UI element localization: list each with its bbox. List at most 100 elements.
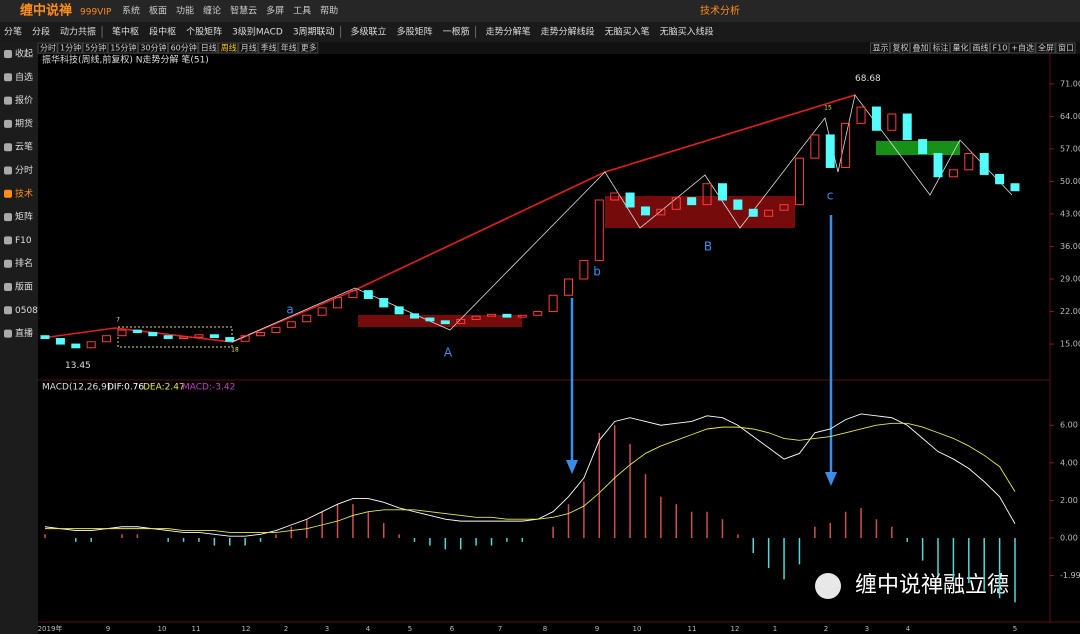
- candle: [363, 290, 373, 300]
- toolbar-button[interactable]: 无脑买入笔: [605, 26, 650, 38]
- hub-zone: [876, 141, 960, 155]
- period-tab-border: [218, 42, 239, 54]
- toolbar-button[interactable]: 个股矩阵: [186, 26, 222, 38]
- menu-item[interactable]: 板面: [149, 5, 167, 17]
- sidebar-icon[interactable]: [4, 306, 12, 315]
- toolbar-button[interactable]: 分段: [32, 26, 50, 38]
- tool-button[interactable]: 量化: [953, 43, 969, 53]
- menu-item[interactable]: 功能: [176, 5, 194, 17]
- candle: [425, 317, 435, 322]
- tool-button-border: [1035, 42, 1056, 54]
- period-tab[interactable]: 15分钟: [110, 43, 136, 53]
- candle: [317, 307, 327, 316]
- candle: [810, 134, 820, 159]
- candle: [194, 334, 204, 338]
- sidebar-item[interactable]: F10: [15, 236, 32, 246]
- tool-button-border: [890, 42, 911, 54]
- menu-item[interactable]: 多屏: [266, 5, 284, 17]
- period-bar: [0, 42, 1080, 54]
- sidebar-icon[interactable]: [4, 259, 12, 268]
- tool-button[interactable]: +自选: [1011, 43, 1034, 53]
- candle: [440, 320, 450, 325]
- sidebar-item[interactable]: 自选: [15, 71, 33, 83]
- tool-button[interactable]: F10: [993, 44, 1008, 53]
- dif-label: DIF:0.76: [107, 383, 144, 393]
- toolbar-button[interactable]: 动力共振: [60, 26, 96, 38]
- y-tick-label: 22.00: [1060, 307, 1080, 316]
- period-tab-border: [278, 42, 299, 54]
- toolbar-button[interactable]: 3级别MACD: [232, 26, 283, 38]
- candle: [40, 335, 50, 339]
- period-tab[interactable]: 30分钟: [140, 43, 166, 53]
- period-tab[interactable]: 周线: [221, 43, 237, 53]
- menu-item[interactable]: 帮助: [320, 5, 338, 17]
- tool-button[interactable]: 复权: [893, 43, 909, 53]
- sidebar-icon[interactable]: [4, 236, 12, 245]
- toolbar-button[interactable]: 一根筋: [443, 26, 470, 38]
- tool-button[interactable]: 窗口: [1058, 43, 1074, 53]
- sidebar-icon[interactable]: [4, 143, 12, 152]
- menu-item[interactable]: 工具: [293, 6, 311, 17]
- y-tick-label: 36.00: [1060, 242, 1080, 251]
- tool-button[interactable]: 全屏: [1038, 43, 1054, 53]
- sidebar-item[interactable]: 收起: [15, 48, 33, 60]
- period-tab[interactable]: 季线: [261, 43, 277, 53]
- x-tick-label: 4: [906, 625, 911, 633]
- sidebar-item[interactable]: 技术: [15, 187, 33, 199]
- tool-button[interactable]: 标注: [933, 43, 949, 53]
- toolbar-button[interactable]: 走势分解线段: [541, 26, 595, 38]
- period-tab[interactable]: 5分钟: [85, 43, 106, 53]
- candle: [256, 331, 266, 337]
- period-tab[interactable]: 分时: [40, 43, 56, 53]
- menu-item[interactable]: 缠论: [203, 5, 221, 17]
- tool-button[interactable]: 显示: [873, 44, 889, 53]
- toolbar-button[interactable]: 笔中枢: [112, 26, 139, 38]
- x-tick-label: 2: [824, 625, 828, 633]
- sidebar-icon[interactable]: [4, 166, 12, 175]
- sidebar-icon[interactable]: [4, 119, 12, 128]
- sidebar-icon[interactable]: [4, 213, 12, 222]
- tool-button-border: [990, 42, 1009, 54]
- sidebar-item[interactable]: 版面: [15, 281, 33, 293]
- candle: [86, 341, 96, 349]
- period-tab[interactable]: 1分钟: [60, 43, 81, 53]
- sidebar-icon[interactable]: [4, 283, 12, 291]
- window-title: 技术分析: [700, 4, 740, 17]
- toolbar-button[interactable]: 3周期联动: [293, 27, 335, 38]
- tool-button[interactable]: 叠加: [913, 43, 929, 53]
- tool-button[interactable]: 画线: [973, 43, 989, 53]
- sidebar-item[interactable]: 排名: [15, 257, 33, 269]
- wave-label: B: [704, 240, 712, 254]
- sidebar-item[interactable]: 分时: [15, 164, 33, 176]
- toolbar-button[interactable]: 多级联立: [351, 26, 387, 38]
- toolbar-button[interactable]: 分笔: [4, 26, 22, 38]
- sidebar-icon[interactable]: [4, 96, 12, 105]
- period-tab[interactable]: 更多: [301, 43, 317, 53]
- toolbar-button[interactable]: 走势分解笔: [486, 26, 531, 38]
- toolbar-button[interactable]: 无脑买入线段: [660, 26, 714, 38]
- sidebar-icon[interactable]: [4, 329, 12, 338]
- period-tab[interactable]: 年线: [281, 43, 297, 53]
- sidebar-item[interactable]: 云笔: [15, 141, 33, 153]
- candle: [286, 321, 296, 328]
- sidebar-icon[interactable]: [4, 189, 12, 198]
- sidebar-icon[interactable]: [4, 73, 12, 82]
- period-tab[interactable]: 日线: [201, 43, 217, 53]
- candle: [102, 335, 112, 343]
- menu-item[interactable]: 智慧云: [230, 5, 257, 17]
- sidebar-item[interactable]: 直播: [15, 327, 33, 339]
- chart-title: 振华科技(周线,前复权) N走势分解 笔(51): [42, 54, 209, 66]
- toolbar-button[interactable]: 多股矩阵: [397, 26, 433, 38]
- sidebar-icon[interactable]: [4, 50, 12, 58]
- toolbar-button[interactable]: 段中枢: [149, 26, 176, 38]
- y-tick-label: 43.00: [1060, 209, 1080, 218]
- sidebar-item[interactable]: 报价: [15, 94, 33, 106]
- sidebar-item[interactable]: 0508: [15, 306, 38, 316]
- sidebar-item[interactable]: 矩阵: [15, 211, 33, 223]
- period-tab[interactable]: 月线: [241, 43, 257, 53]
- candle: [902, 113, 912, 141]
- candle: [702, 183, 712, 206]
- sidebar-item[interactable]: 期货: [15, 117, 33, 129]
- period-tab[interactable]: 60分钟: [171, 43, 197, 53]
- menu-item[interactable]: 系统: [122, 5, 140, 17]
